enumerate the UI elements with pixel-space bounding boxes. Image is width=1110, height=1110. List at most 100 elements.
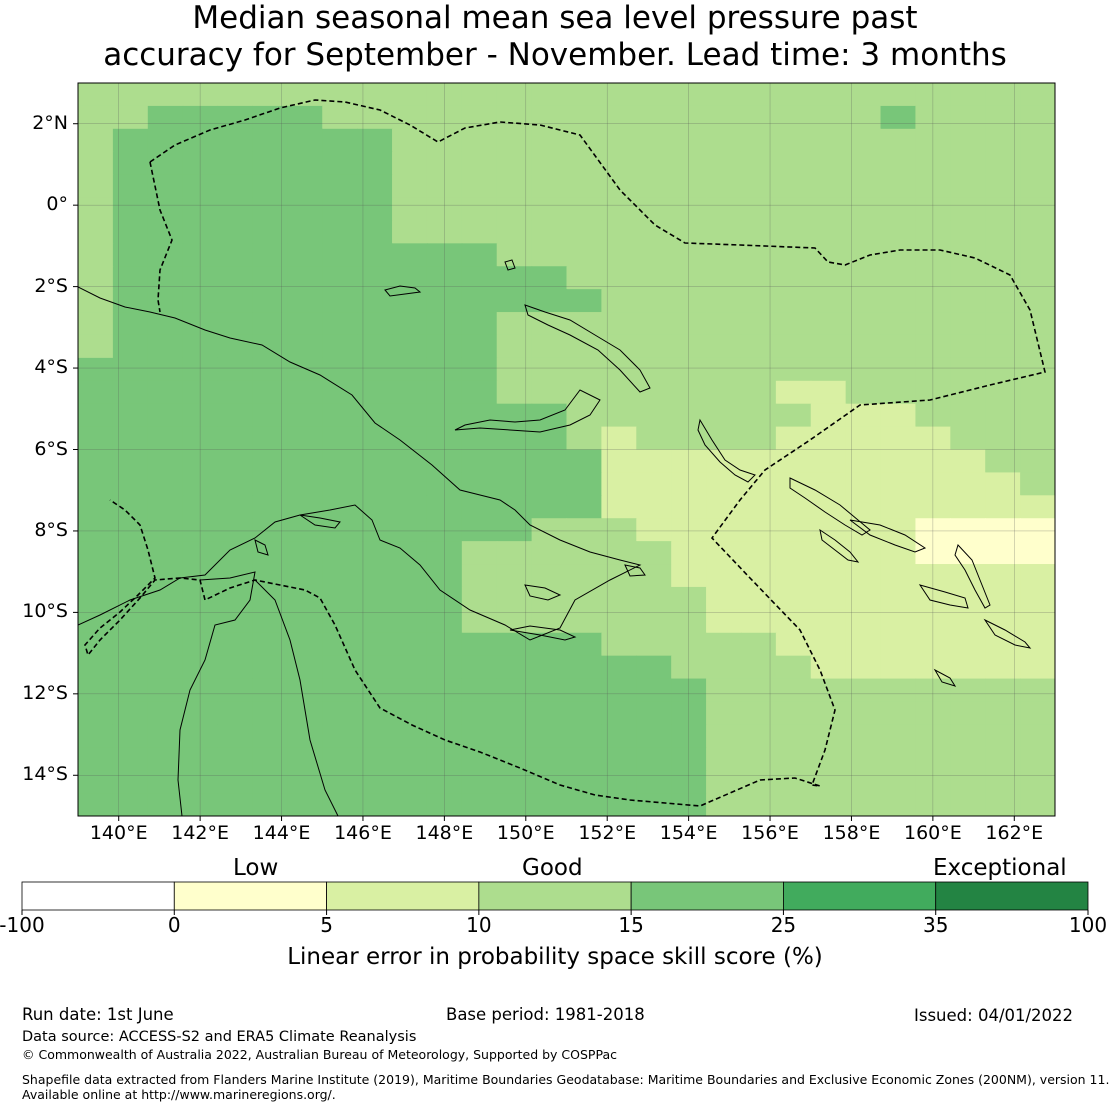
legend-bound-label: 35: [922, 913, 949, 937]
skill-cell: [985, 174, 1021, 199]
skill-cell: [880, 197, 917, 222]
skill-cell: [671, 655, 707, 680]
skill-cell: [845, 105, 882, 130]
skill-cell: [810, 609, 847, 634]
skill-cell: [322, 472, 358, 496]
skill-cell: [671, 564, 707, 588]
skill-cell: [112, 128, 149, 153]
skill-cell: [566, 678, 602, 703]
skill-cell: [985, 426, 1021, 451]
skill-cell: [426, 472, 463, 496]
skill-cell: [357, 793, 393, 816]
skill-cell: [566, 632, 602, 657]
skill-cell: [322, 609, 358, 634]
skill-cell: [566, 747, 602, 771]
skill-cell: [601, 105, 637, 130]
skill-cell: [740, 83, 777, 107]
skill-cell: [252, 105, 288, 130]
skill-cell: [182, 518, 219, 542]
skill-cell: [217, 220, 254, 244]
skill-cell: [322, 266, 358, 290]
skill-cell: [950, 472, 986, 496]
skill-cell: [496, 541, 533, 565]
skill-cell: [775, 724, 812, 748]
skill-cell: [740, 518, 777, 542]
skill-cell: [1020, 174, 1055, 199]
skill-cell: [775, 655, 812, 680]
skill-cell: [1020, 586, 1055, 611]
skill-cell: [985, 243, 1021, 267]
skill-cell: [392, 541, 428, 565]
skill-cell: [845, 564, 882, 588]
skill-cell: [78, 609, 114, 634]
longitude-label: 154°E: [659, 822, 718, 844]
skill-cell: [601, 770, 637, 794]
skill-cell: [357, 357, 393, 382]
skill-cell: [810, 449, 847, 474]
skill-cell: [78, 678, 114, 703]
skill-cell: [147, 105, 184, 130]
skill-cell: [636, 312, 672, 336]
shapefile-credit-line-2: Available online at http://www.marinereg…: [22, 1087, 336, 1102]
skill-cell: [392, 403, 428, 428]
skill-cell: [775, 380, 812, 405]
legend-tick-marks: [21, 910, 1089, 915]
skill-cell: [915, 724, 951, 748]
skill-cell: [182, 609, 219, 634]
skill-cell: [566, 609, 602, 634]
skill-cell: [671, 770, 707, 794]
skill-cell: [357, 564, 393, 588]
skill-cell: [671, 449, 707, 474]
skill-cell: [880, 678, 917, 703]
skill-cell: [601, 128, 637, 153]
skill-cell: [915, 380, 951, 405]
skill-cell: [78, 793, 114, 816]
skill-cell: [810, 403, 847, 428]
skill-cell: [147, 724, 184, 748]
skill-cell: [880, 357, 917, 382]
skill-cell: [740, 380, 777, 405]
skill-cell: [357, 609, 393, 634]
skill-cell: [322, 243, 358, 267]
skill-cell: [985, 655, 1021, 680]
skill-cell: [78, 541, 114, 565]
skill-cell: [112, 747, 149, 771]
skill-cell: [78, 426, 114, 451]
legend-swatch: [478, 881, 632, 911]
skill-cell: [601, 495, 637, 519]
skill-cell: [601, 449, 637, 474]
skill-cell: [357, 174, 393, 199]
skill-cell: [392, 495, 428, 519]
skill-cell: [1020, 334, 1055, 359]
skill-cell: [566, 701, 602, 725]
skill-cell: [426, 724, 463, 748]
coastline: [78, 259, 1032, 816]
skill-cell: [1020, 793, 1055, 816]
skill-cell: [706, 289, 742, 313]
skill-cell: [950, 793, 986, 816]
skill-cell: [706, 632, 742, 657]
skill-cell: [740, 105, 777, 130]
skill-cell: [531, 495, 568, 519]
skill-cell: [671, 609, 707, 634]
skill-cell: [775, 449, 812, 474]
skill-cell: [182, 312, 219, 336]
skill-cell: [915, 632, 951, 657]
skill-cell: [566, 564, 602, 588]
skill-cell: [496, 472, 533, 496]
skill-cell: [1020, 724, 1055, 748]
skill-cell: [217, 380, 254, 405]
skill-cell: [531, 128, 568, 153]
skill-cell: [182, 655, 219, 680]
skill-cell: [950, 518, 986, 542]
skill-cell: [845, 724, 882, 748]
skill-cell: [636, 609, 672, 634]
skill-cell: [1020, 243, 1055, 267]
skill-cell: [566, 586, 602, 611]
skill-cell: [740, 586, 777, 611]
skill-cell: [496, 449, 533, 474]
skill-cell: [985, 220, 1021, 244]
skill-cell: [950, 128, 986, 153]
skill-cell: [287, 312, 323, 336]
skill-cell: [845, 151, 882, 176]
